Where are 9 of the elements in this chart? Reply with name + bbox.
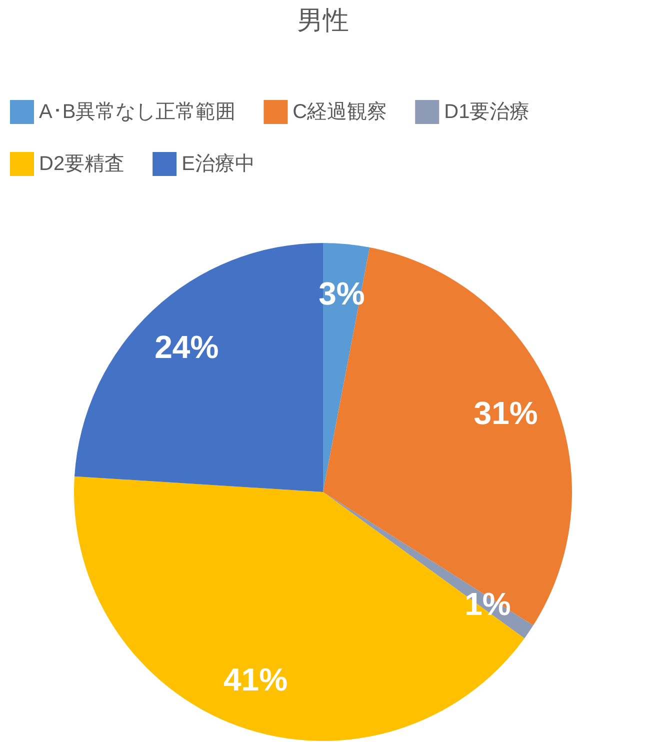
legend-label: D2要精査 — [39, 153, 125, 175]
data-label: 24% — [154, 328, 219, 365]
legend-label: E治療中 — [182, 153, 255, 175]
legend-label: C経過観察 — [292, 101, 388, 123]
chart-title: 男性 — [297, 5, 349, 35]
legend-label: A･B異常なし正常範囲 — [39, 101, 236, 123]
data-label: 31% — [474, 394, 538, 431]
data-label: 41% — [224, 661, 288, 698]
legend-label: D1要治療 — [444, 101, 530, 123]
